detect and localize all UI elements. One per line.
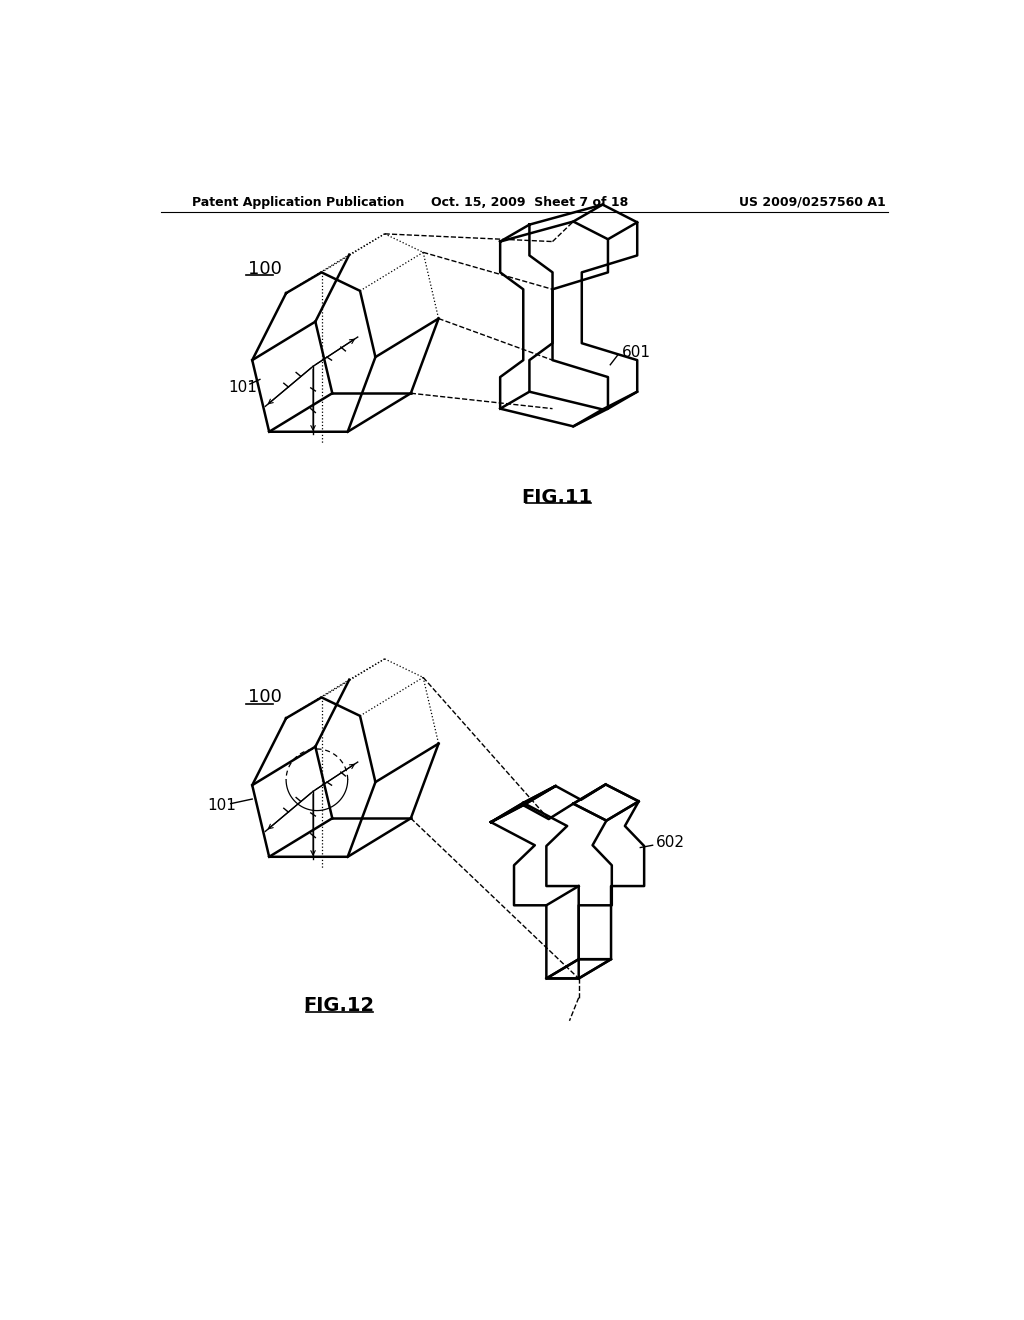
Text: 100: 100 [248, 260, 282, 277]
Text: 601: 601 [622, 345, 651, 360]
Text: FIG.11: FIG.11 [521, 487, 593, 507]
Text: 100: 100 [248, 689, 282, 706]
Text: 101: 101 [228, 380, 257, 396]
Text: 602: 602 [655, 834, 685, 850]
Text: Oct. 15, 2009  Sheet 7 of 18: Oct. 15, 2009 Sheet 7 of 18 [431, 195, 628, 209]
Text: US 2009/0257560 A1: US 2009/0257560 A1 [739, 195, 886, 209]
Text: Patent Application Publication: Patent Application Publication [193, 195, 404, 209]
Text: FIG.12: FIG.12 [303, 995, 374, 1015]
Text: 101: 101 [208, 797, 237, 813]
